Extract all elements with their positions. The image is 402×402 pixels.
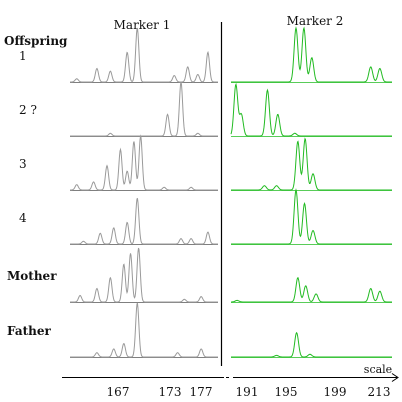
marker-1-header: Marker 1 — [114, 18, 171, 32]
row-label: 3 — [19, 157, 27, 171]
tick-label: 173 — [159, 385, 182, 399]
tick-label: 195 — [275, 385, 298, 399]
x-axis: scale — [62, 363, 399, 382]
tick-label: 177 — [190, 385, 213, 399]
tick-labels: 167 173 177 191 195 199 213 — [107, 385, 391, 399]
x-axis-arrowhead — [391, 373, 399, 382]
tick-label: 191 — [236, 385, 259, 399]
rows-group: 1 2 ? 3 4 Mother Father — [7, 26, 392, 358]
marker-2-trace — [231, 26, 392, 83]
marker-2-trace — [231, 277, 392, 303]
offspring-header: Offspring — [4, 34, 68, 48]
sample-row: 3 — [19, 134, 392, 191]
marker-1-trace — [70, 134, 218, 191]
tick-label: 199 — [324, 385, 347, 399]
marker-2-trace — [231, 331, 392, 358]
x-axis-label: scale — [364, 363, 392, 376]
sample-row: 4 — [19, 188, 392, 245]
marker-2-trace — [231, 137, 392, 191]
marker-1-trace — [70, 27, 218, 83]
marker-1-trace — [70, 197, 218, 245]
tick-label: 167 — [107, 385, 130, 399]
sample-row: Father — [7, 302, 392, 358]
marker-1-trace — [70, 81, 218, 137]
row-label: 2 ? — [19, 103, 37, 117]
marker-2-header: Marker 2 — [287, 14, 344, 28]
sample-row: 2 ? — [19, 81, 392, 137]
sample-row: Mother — [7, 247, 392, 303]
marker-1-trace — [70, 302, 218, 358]
row-label: 4 — [19, 211, 27, 225]
row-label: Father — [7, 324, 52, 338]
row-label: Mother — [7, 269, 57, 283]
marker-2-trace — [231, 188, 392, 245]
sample-row: 1 — [19, 26, 392, 83]
tick-label: 213 — [368, 385, 391, 399]
marker-2-trace — [230, 82, 392, 137]
marker-1-trace — [70, 247, 218, 303]
row-label: 1 — [19, 49, 27, 63]
